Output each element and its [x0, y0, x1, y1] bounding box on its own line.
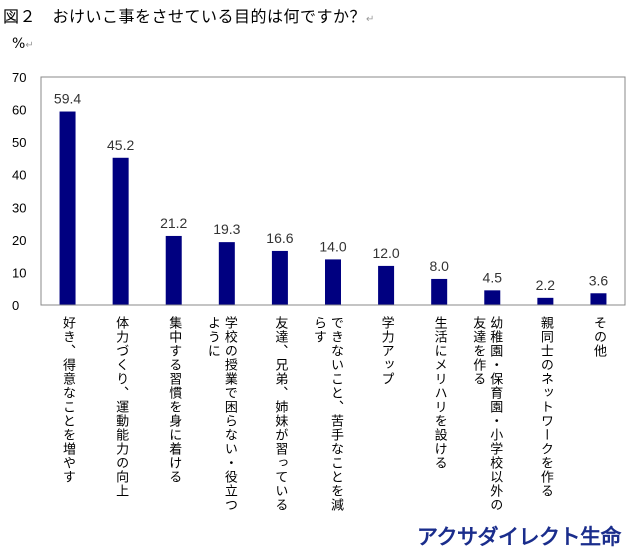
chart-title: 図２ おけいこ事をさせている目的は何ですか？↵	[3, 3, 375, 27]
paragraph-mark: ↵	[366, 14, 375, 25]
x-tick-label: 親同士のネットワークを作る	[537, 316, 553, 498]
data-label: 3.6	[589, 272, 609, 288]
data-label: 59.4	[54, 91, 81, 107]
bar	[431, 278, 448, 305]
y-tick-label: 30	[12, 200, 26, 215]
data-label: 8.0	[429, 258, 449, 274]
bar	[325, 259, 341, 305]
bar	[165, 235, 182, 305]
x-tick-label: 生活にメリハリを設ける	[431, 316, 447, 470]
x-tick-label: その他	[590, 316, 606, 358]
data-label: 14.0	[319, 238, 346, 254]
x-tick-label: 集中する習慣を身に着ける	[166, 316, 182, 484]
bar	[378, 265, 395, 305]
y-tick-label: 20	[12, 233, 26, 248]
x-tick-label: 学校の授業で困らない・役立つ ように	[204, 316, 237, 512]
y-tick-label: 10	[12, 265, 26, 280]
paragraph-mark: ↵	[25, 40, 34, 51]
bar	[590, 293, 607, 305]
data-label: 4.5	[483, 269, 503, 285]
y-axis-label: %	[12, 36, 26, 52]
bar	[112, 157, 129, 305]
brand-logo: アクサダイレクト生命	[417, 525, 621, 549]
bar	[484, 290, 501, 305]
y-tick-label: 70	[12, 70, 26, 85]
bar	[59, 111, 76, 305]
data-label: 12.0	[372, 245, 399, 261]
x-tick-label: 幼稚園・保育園・小学校以外の 友達を作る	[470, 316, 503, 512]
x-tick-label: できないこと、苦手なことを減 らす	[311, 316, 343, 512]
data-label: 21.2	[160, 215, 187, 231]
data-label: 16.6	[266, 230, 293, 246]
data-label: 19.3	[213, 221, 240, 237]
data-label: 2.2	[536, 277, 556, 293]
bar	[218, 242, 235, 305]
y-tick-label: 40	[12, 168, 26, 183]
bar	[271, 250, 288, 305]
data-label: 45.2	[107, 137, 134, 153]
y-axis-unit: %↵	[12, 36, 34, 52]
x-tick-label: 学力アップ	[378, 316, 394, 386]
x-tick-label: 体力づくり、運動能力の向上	[113, 316, 129, 498]
y-tick-label: 60	[12, 103, 26, 118]
x-tick-label: 好き、得意なことを増やす	[60, 316, 76, 484]
y-tick-label: 50	[12, 135, 26, 150]
x-tick-label: 友達、兄弟、姉妹が習っている	[272, 316, 288, 512]
bar	[537, 297, 554, 305]
y-tick-label: 0	[12, 298, 19, 313]
chart-title-text: 図２ おけいこ事をさせている目的は何ですか？	[3, 7, 367, 26]
